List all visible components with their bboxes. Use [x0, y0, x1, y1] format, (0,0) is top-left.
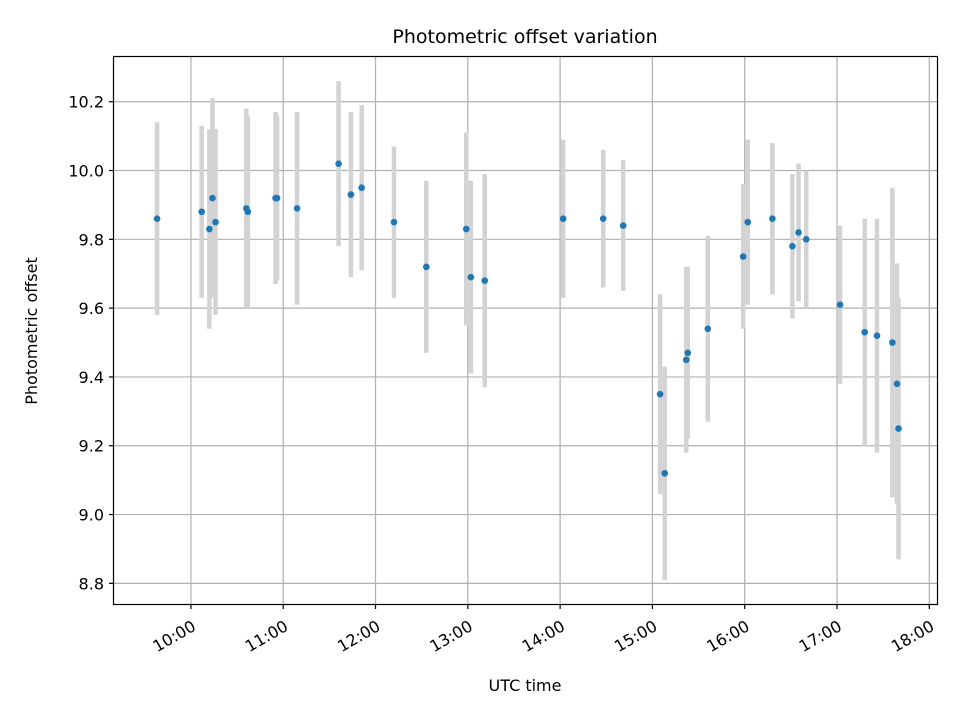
- data-point: [895, 425, 902, 432]
- data-point: [153, 215, 161, 222]
- data-point: [656, 390, 664, 398]
- grid: [114, 57, 937, 604]
- data-point: [335, 160, 342, 167]
- data-point: [599, 215, 607, 222]
- x-axis-label: UTC time: [489, 676, 562, 695]
- y-tick-label: 9.4: [79, 368, 104, 387]
- data-point: [209, 194, 216, 202]
- data-point: [795, 229, 802, 236]
- data-point: [873, 332, 881, 339]
- data-point: [358, 184, 365, 192]
- data-point: [293, 205, 301, 212]
- data-point: [467, 273, 475, 281]
- y-axis-label: Photometric offset: [22, 257, 41, 405]
- data-point: [347, 191, 355, 198]
- data-point: [481, 277, 489, 284]
- chart-title: Photometric offset variation: [392, 26, 657, 48]
- data-point: [889, 339, 896, 346]
- y-axis-ticks: 8.8 9.0 9.2 9.4 9.6 9.8 10.0 10.2: [68, 93, 114, 593]
- y-tick-label: 8.8: [79, 574, 104, 593]
- data-point: [893, 380, 901, 388]
- data-point: [861, 328, 868, 336]
- data-point: [744, 218, 752, 226]
- data-point: [739, 253, 747, 260]
- data-points: [153, 160, 902, 477]
- data-point: [422, 263, 430, 271]
- y-tick-label: 10.2: [68, 93, 104, 112]
- y-tick-label: 9.6: [79, 299, 104, 318]
- data-point: [684, 349, 692, 357]
- data-point: [802, 236, 810, 243]
- data-point: [661, 469, 669, 477]
- y-tick-label: 9.0: [79, 506, 104, 525]
- data-point: [462, 225, 470, 233]
- data-point: [198, 208, 205, 216]
- data-point: [682, 356, 690, 364]
- data-point: [789, 242, 796, 250]
- data-point: [559, 215, 567, 222]
- data-point: [212, 218, 219, 226]
- y-tick-label: 10.0: [68, 162, 104, 181]
- y-tick-label: 9.8: [79, 230, 104, 249]
- data-point: [244, 208, 252, 216]
- data-point: [206, 225, 213, 233]
- y-tick-label: 9.2: [79, 437, 104, 456]
- data-point: [769, 215, 776, 222]
- plot-frame: [112, 55, 939, 606]
- data-point: [273, 194, 281, 202]
- data-point: [704, 325, 712, 333]
- data-point: [836, 301, 844, 308]
- data-point: [390, 218, 398, 226]
- data-point: [619, 222, 627, 229]
